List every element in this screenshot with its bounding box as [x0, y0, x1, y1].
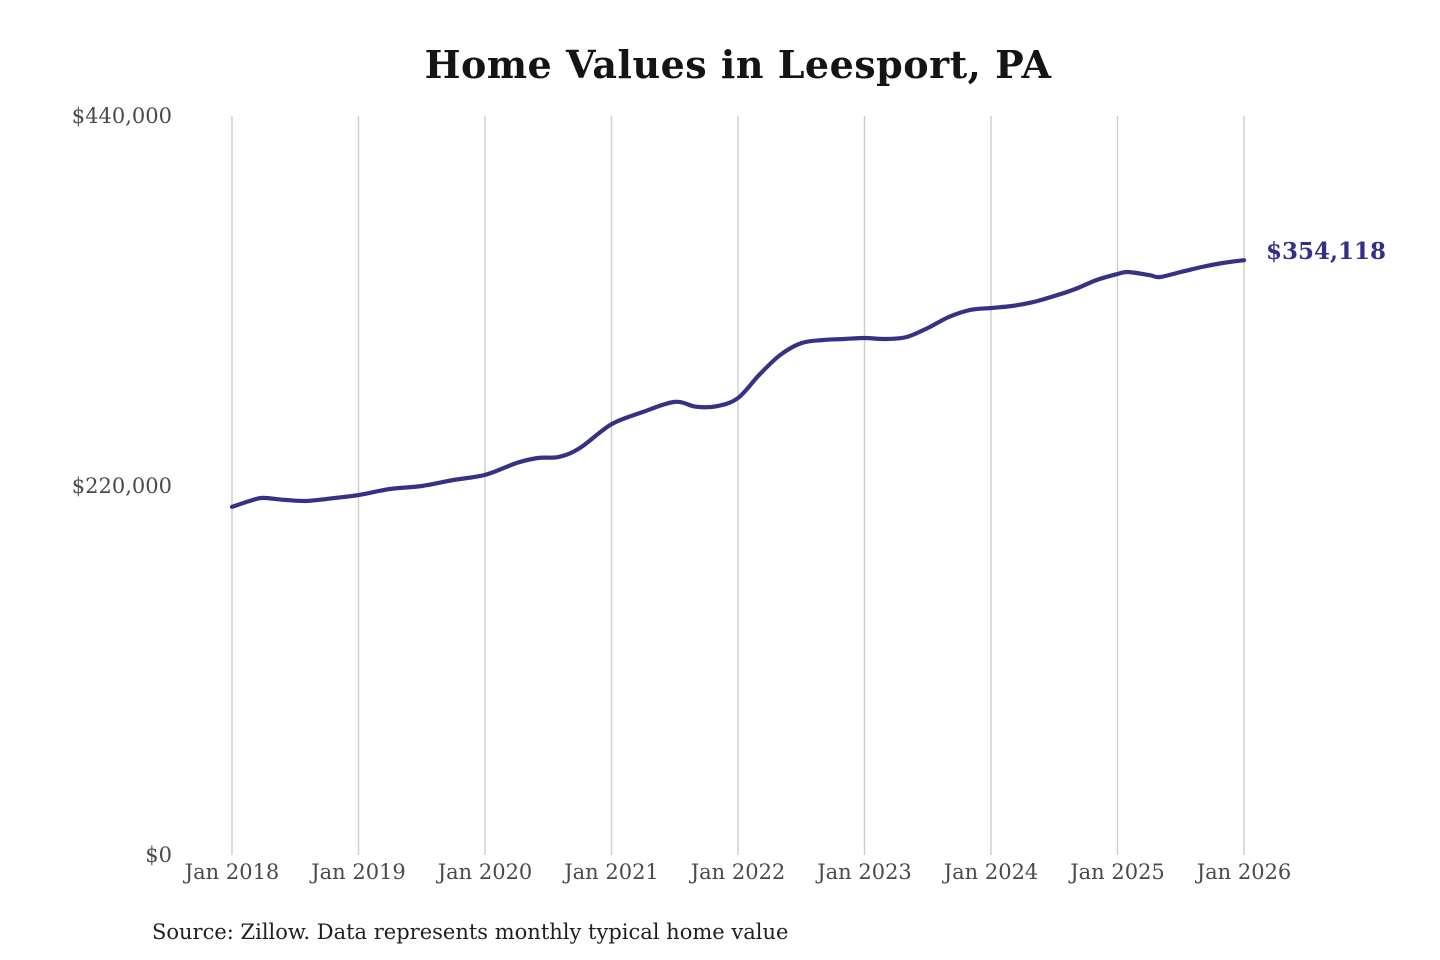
x-tick-label: Jan 2020 [437, 860, 533, 884]
y-tick-label: $220,000 [71, 473, 172, 498]
source-note: Source: Zillow. Data represents monthly … [152, 920, 789, 944]
chart-title: Home Values in Leesport, PA [424, 42, 1052, 87]
x-tick-label: Jan 2025 [1070, 860, 1165, 884]
x-tick-label: Jan 2019 [311, 860, 406, 884]
latest-value-label: $354,118 [1266, 238, 1387, 266]
x-tick-label: Jan 2026 [1196, 860, 1292, 884]
x-tick-label: Jan 2024 [943, 860, 1039, 884]
y-tick-label: $440,000 [71, 104, 172, 128]
x-tick-label: Jan 2022 [690, 860, 786, 884]
x-tick-label: Jan 2018 [184, 860, 280, 884]
y-tick-label: $0 [145, 843, 172, 867]
x-tick-label: Jan 2023 [817, 860, 912, 884]
home-value-line [229, 258, 1247, 509]
x-tick-label: Jan 2021 [564, 860, 659, 884]
